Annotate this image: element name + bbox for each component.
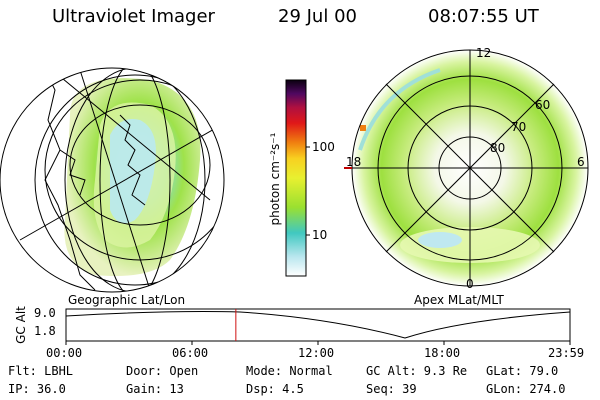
date-display: 29 Jul 00 [278, 6, 357, 27]
mlt-18-label: 18 [346, 155, 362, 169]
timeline-tick-1800: 18:00 [424, 346, 461, 360]
app-title: Ultraviolet Imager [52, 6, 215, 27]
mlt-0-label: 0 [466, 277, 474, 291]
status-glat: GLat: 79.0 [486, 364, 559, 378]
lat-60-label: 60 [535, 98, 551, 112]
colorbar-tick-100: 100 [312, 140, 335, 154]
time-display: 08:07:55 UT [428, 6, 539, 27]
timeline-tick-0000: 00:00 [46, 346, 83, 360]
polar-panel-caption: Apex MLat/MLT [414, 293, 504, 307]
status-glon: GLon: 274.0 [486, 382, 566, 396]
status-ip: IP: 36.0 [8, 382, 66, 396]
timeline-y-bottom: 1.8 [34, 324, 56, 338]
status-gc-alt: GC Alt: 9.3 Re [366, 364, 468, 378]
timeline-axis-label: GC Alt [14, 306, 28, 344]
status-mode: Mode: Normal [246, 364, 333, 378]
status-seq: Seq: 39 [366, 382, 417, 396]
colorbar-gradient [285, 79, 307, 277]
colorbar-tick-10: 10 [312, 228, 328, 242]
orbit-altitude-curve [65, 311, 571, 339]
timeline-tick-2359: 23:59 [548, 346, 585, 360]
timeline-y-top: 9.0 [34, 306, 56, 320]
timeline-tick-1200: 12:00 [298, 346, 335, 360]
status-dsp: Dsp: 4.5 [246, 382, 304, 396]
timeline-tick-0600: 06:00 [172, 346, 209, 360]
mlt-12-label: 12 [476, 46, 492, 60]
status-gain: Gain: 13 [126, 382, 184, 396]
status-filter: Flt: LBHL [8, 364, 74, 378]
mlt-6-label: 6 [577, 155, 585, 169]
lat-80-label: 80 [490, 141, 506, 155]
status-door: Door: Open [126, 364, 199, 378]
geo-panel-caption: Geographic Lat/Lon [68, 293, 186, 307]
lat-70-label: 70 [511, 120, 527, 134]
